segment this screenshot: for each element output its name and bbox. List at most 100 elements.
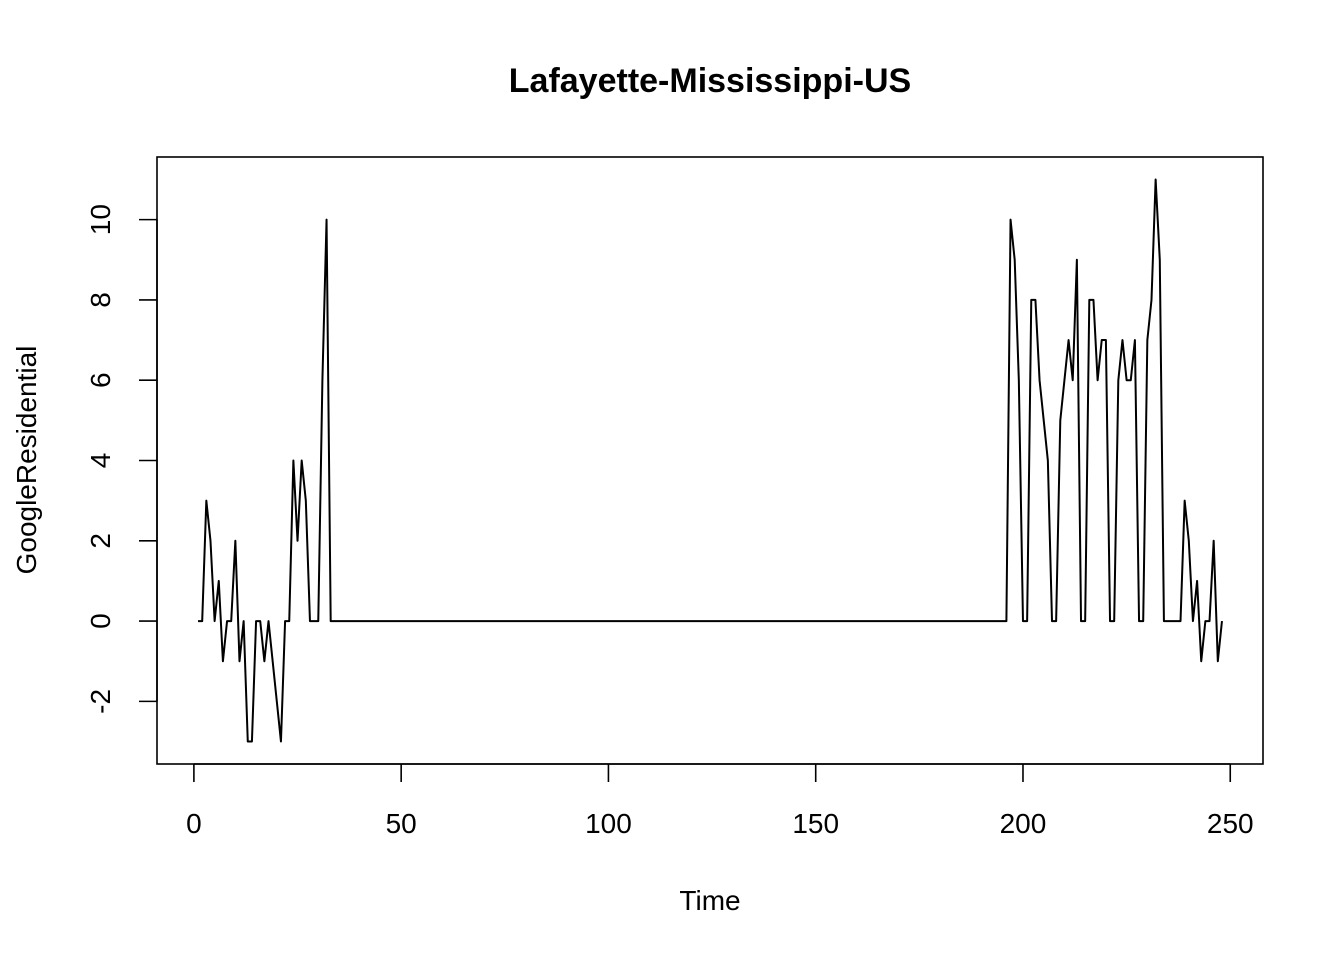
data-point <box>1159 259 1161 261</box>
data-point <box>1005 620 1007 622</box>
data-point <box>238 660 240 662</box>
y-tick-label: 4 <box>85 453 116 469</box>
data-point <box>1188 540 1190 542</box>
data-point <box>226 620 228 622</box>
plot-frame <box>156 156 1264 765</box>
y-tick-label: 0 <box>85 613 116 629</box>
data-point <box>309 620 311 622</box>
data-point <box>1030 299 1032 301</box>
data-point <box>1134 339 1136 341</box>
data-point <box>1013 259 1015 261</box>
data-point <box>1043 419 1045 421</box>
data-point <box>1059 419 1061 421</box>
data-point <box>1167 620 1169 622</box>
data-point <box>267 620 269 622</box>
data-point <box>1038 379 1040 381</box>
data-point <box>1084 620 1086 622</box>
data-point <box>1175 620 1177 622</box>
data-point <box>1096 379 1098 381</box>
data-point <box>305 499 307 501</box>
data-point <box>209 540 211 542</box>
data-point <box>1009 218 1011 220</box>
data-point <box>1047 459 1049 461</box>
data-point <box>280 740 282 742</box>
data-point <box>1117 379 1119 381</box>
data-point <box>1105 339 1107 341</box>
data-point <box>1076 259 1078 261</box>
data-point <box>300 459 302 461</box>
data-point <box>276 700 278 702</box>
y-tick-label: 6 <box>85 372 116 388</box>
data-point <box>1200 660 1202 662</box>
data-point <box>334 620 336 622</box>
y-axis-label: GoogleResidential <box>11 346 42 575</box>
data-point <box>1113 620 1115 622</box>
data-point <box>234 540 236 542</box>
data-point <box>242 620 244 622</box>
data-point <box>1121 339 1123 341</box>
data-point <box>288 620 290 622</box>
data-point <box>321 379 323 381</box>
x-tick-label: 250 <box>1207 808 1254 839</box>
data-point <box>1022 620 1024 622</box>
data-point <box>1072 379 1074 381</box>
data-point <box>1212 540 1214 542</box>
data-point <box>222 660 224 662</box>
data-point <box>1034 299 1036 301</box>
data-point <box>1221 620 1223 622</box>
x-tick-label: 0 <box>186 808 202 839</box>
data-point <box>1101 339 1103 341</box>
data-point <box>1179 620 1181 622</box>
data-point <box>1063 379 1065 381</box>
data-point <box>201 620 203 622</box>
data-point <box>1018 379 1020 381</box>
chart-title: Lafayette-Mississippi-US <box>509 62 911 100</box>
data-point <box>1171 620 1173 622</box>
data-point <box>1146 339 1148 341</box>
data-point <box>325 218 327 220</box>
y-tick-label: 2 <box>85 533 116 549</box>
data-point <box>1204 620 1206 622</box>
data-point <box>1055 620 1057 622</box>
data-point <box>1163 620 1165 622</box>
data-point <box>1088 299 1090 301</box>
data-point <box>251 740 253 742</box>
data-point <box>255 620 257 622</box>
data-point <box>1192 620 1194 622</box>
x-tick-label: 150 <box>792 808 839 839</box>
data-point <box>213 620 215 622</box>
data-point <box>1109 620 1111 622</box>
data-point <box>1154 178 1156 180</box>
data-point <box>296 540 298 542</box>
data-point <box>1080 620 1082 622</box>
data-point <box>317 620 319 622</box>
data-point <box>1026 620 1028 622</box>
y-tick-label: 8 <box>85 292 116 308</box>
y-tick-label: 10 <box>85 204 116 235</box>
data-point <box>230 620 232 622</box>
data-point <box>1150 299 1152 301</box>
series-points <box>197 178 1223 742</box>
x-tick-label: 200 <box>1000 808 1047 839</box>
x-tick-label: 100 <box>585 808 632 839</box>
data-point <box>313 620 315 622</box>
x-tick-label: 50 <box>386 808 417 839</box>
data-point <box>271 660 273 662</box>
data-point <box>1067 339 1069 341</box>
data-point <box>1196 580 1198 582</box>
data-point <box>1130 379 1132 381</box>
data-point <box>1183 499 1185 501</box>
data-point <box>284 620 286 622</box>
data-point <box>1217 660 1219 662</box>
data-point <box>263 660 265 662</box>
data-point <box>292 459 294 461</box>
data-point <box>1138 620 1140 622</box>
data-point <box>218 580 220 582</box>
data-point <box>1125 379 1127 381</box>
data-point <box>197 620 199 622</box>
y-axis: -2 0 2 4 6 8 10 <box>85 204 158 714</box>
data-point <box>1208 620 1210 622</box>
series-line <box>198 178 1223 743</box>
data-point <box>259 620 261 622</box>
